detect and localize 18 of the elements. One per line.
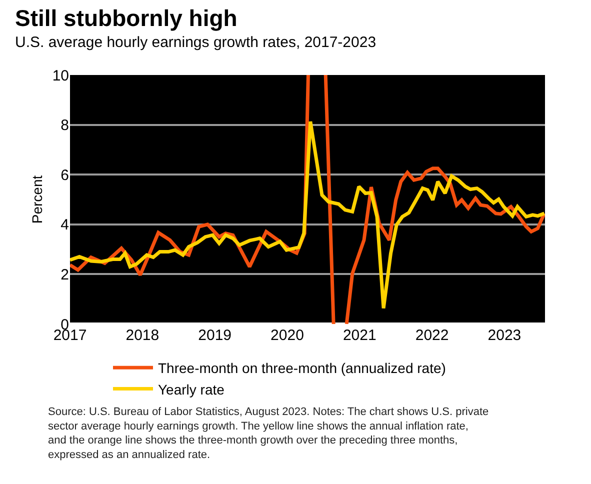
x-tick-label: 2023 xyxy=(488,327,522,344)
chart-title: Still stubbornly high xyxy=(15,5,238,31)
legend-label: Three-month on three-month (annualized rate) xyxy=(158,360,446,376)
x-tick-label: 2020 xyxy=(270,327,304,344)
y-tick-label: 4 xyxy=(60,216,69,234)
legend-label: Yearly rate xyxy=(158,381,225,398)
x-tick-label: 2022 xyxy=(415,327,449,344)
y-axis-title: Percent xyxy=(28,175,45,224)
y-tick-label: 6 xyxy=(60,166,69,184)
y-tick-label: 10 xyxy=(52,67,69,84)
source-note: Source: U.S. Bureau of Labor Statistics, August 2023. Notes: The chart shows U.S. private sector average hourly earnings growth. The yellow line shows the annual inflation rate, and the orange line shows the three-month growth over the preceding three months, expressed as an annualized rate. xyxy=(48,406,489,461)
y-tick-label: 8 xyxy=(60,117,69,134)
y-tick-label: 2 xyxy=(60,266,69,284)
chart-subtitle: U.S. average hourly earnings growth rates, 2017-2023 xyxy=(15,34,376,51)
x-tick-label: 2019 xyxy=(198,327,232,344)
x-tick-label: 2018 xyxy=(126,327,160,344)
line-series xyxy=(70,120,545,310)
x-tick-label: 2021 xyxy=(342,327,376,344)
